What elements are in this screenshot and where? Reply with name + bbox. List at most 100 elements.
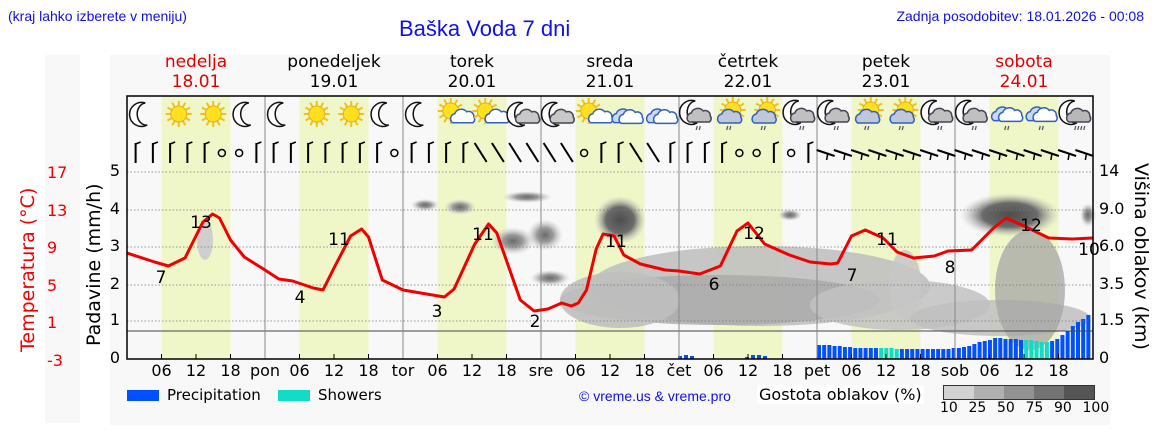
moon-icon <box>128 101 148 128</box>
moon-cloud-rain-icon <box>954 99 988 131</box>
wind-barb-icon <box>462 141 469 163</box>
temperature-value-label: 8 <box>945 258 956 278</box>
temperature-value-label: 2 <box>530 312 541 332</box>
wind-barb-icon <box>289 141 297 163</box>
day-name: nedelja <box>164 52 228 72</box>
day-header: petek 23.01 <box>817 52 955 92</box>
moon-cloud-icon <box>540 101 575 128</box>
sun-cloud-rain-icon <box>854 97 884 131</box>
moon-icon <box>232 101 252 128</box>
wind-barb-icon <box>988 149 1008 161</box>
wind-barb-icon <box>772 141 780 163</box>
time-tick: 18 <box>772 361 793 380</box>
day-name: petek <box>861 52 911 72</box>
wind-barb-icon <box>341 141 348 163</box>
wind-barb-icon <box>937 149 956 161</box>
sun-cloud-rain-icon <box>751 97 781 131</box>
wind-barb-icon <box>885 149 904 161</box>
precipitation-tick: 0 <box>109 348 120 367</box>
cloud-density-layer <box>197 191 1096 350</box>
region-hint: (kraj lahko izberete v meniju) <box>8 8 187 24</box>
cloud-rain-icon <box>1025 106 1058 131</box>
time-tick: 06 <box>703 361 724 380</box>
temperature-value-label: 13 <box>190 213 212 233</box>
day-date: 23.01 <box>861 72 911 92</box>
temperature-tick: -3 <box>47 350 63 370</box>
temperature-tick: 13 <box>47 200 68 220</box>
sun-cloud-icon <box>575 98 614 124</box>
cloud-scale-label: 75 <box>1025 400 1044 416</box>
day-header: nedelja 18.01 <box>127 52 265 92</box>
precipitation-swatch <box>127 390 159 401</box>
time-tick: 12 <box>185 361 207 380</box>
cloud-rain-icon <box>990 106 1024 131</box>
time-tick: 06 <box>427 361 448 380</box>
wind-barb-icon <box>919 149 939 161</box>
temperature-value-label: 6 <box>709 275 720 295</box>
wind-barb-icon <box>376 141 383 163</box>
day-date: 18.01 <box>171 72 221 92</box>
wind-barb-icon <box>491 142 505 163</box>
wind-barb-icon <box>445 141 452 163</box>
temperature-value-label: 12 <box>743 224 765 244</box>
time-tick: 06 <box>979 361 1000 380</box>
day-header: četrtek 22.01 <box>679 52 817 92</box>
precipitation-tick: 3 <box>109 236 120 255</box>
cloud-icon <box>645 108 679 125</box>
time-tick: tor <box>391 361 415 380</box>
temperature-value-label: 3 <box>432 302 443 322</box>
copyright-link[interactable]: © vreme.us & vreme.pro <box>579 388 731 404</box>
temperature-value-label: 11 <box>328 230 350 250</box>
wind-barb-icon <box>816 149 835 161</box>
page-title: Baška Voda 7 dni <box>399 16 571 41</box>
cloud-height-tick: 6.0 <box>1099 236 1125 255</box>
temperature-value-label: 4 <box>295 288 306 308</box>
time-tick: sre <box>528 361 554 380</box>
day-name: torek <box>450 52 494 72</box>
temp-axis-panel <box>45 55 80 423</box>
sun-cloud-rain-icon <box>716 97 746 131</box>
day-name: četrtek <box>717 52 779 72</box>
sun-icon <box>200 101 227 127</box>
precipitation-legend-label: Precipitation <box>167 386 261 404</box>
time-tick: sob <box>940 361 970 380</box>
wind-barb-icon <box>410 141 417 163</box>
cloud-density-scale <box>943 385 1095 400</box>
precipitation-tick: 5 <box>109 161 120 180</box>
time-tick: 18 <box>634 361 655 380</box>
wind-barb-icon <box>203 141 210 163</box>
day-name: sobota <box>995 52 1053 72</box>
day-date: 19.01 <box>309 72 359 92</box>
time-tick: 06 <box>151 361 172 380</box>
time-tick: 06 <box>841 361 862 380</box>
time-tick: 06 <box>289 361 310 380</box>
temperature-line <box>126 212 1094 313</box>
wind-barb-icon <box>390 148 399 158</box>
time-tick: 12 <box>1013 361 1035 380</box>
moon-cloud-rain-icon <box>782 99 816 131</box>
wind-barb-icon <box>525 142 540 163</box>
wind-barb-icon <box>868 149 887 161</box>
temperature-tick: 17 <box>47 163 68 182</box>
wind-barb-icon <box>1057 149 1077 161</box>
day-date: 21.01 <box>585 72 635 92</box>
wind-barb-icon <box>1023 149 1042 161</box>
temperature-value-label: 7 <box>847 266 858 286</box>
moon-icon <box>404 101 424 128</box>
precipitation-tick: 2 <box>109 274 120 293</box>
temperature-value-label: 12 <box>1020 216 1042 236</box>
wind-barb-icon <box>217 148 227 158</box>
wind-barb-icon <box>703 141 711 163</box>
moon-cloud-rain-icon <box>816 99 850 131</box>
day-date: 22.01 <box>723 72 773 92</box>
wind-barb-icon <box>324 141 331 163</box>
day-name: ponedeljek <box>287 52 381 72</box>
wind-barb-icon <box>307 141 314 163</box>
temperature-tick: 1 <box>47 313 58 332</box>
temperature-value-label: 11 <box>605 232 627 252</box>
precipitation-tick: 4 <box>109 199 120 218</box>
wind-barb-icon <box>579 148 589 158</box>
day-header: sobota 24.01 <box>955 52 1093 92</box>
moon-cloud-icon <box>506 101 541 128</box>
temperature-value-label: 11 <box>876 230 898 250</box>
